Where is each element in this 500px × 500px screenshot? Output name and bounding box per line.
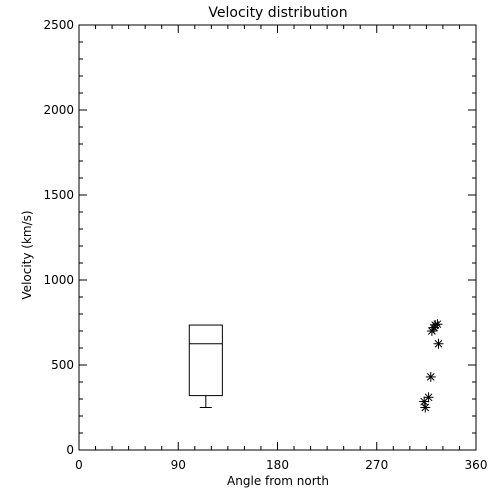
x-tick-label: 0 — [75, 458, 83, 472]
y-tick-label: 1000 — [43, 273, 74, 287]
x-axis-label: Angle from north — [227, 474, 329, 488]
chart-title: Velocity distribution — [208, 5, 347, 21]
data-point-stroke — [421, 403, 430, 412]
x-tick-label: 90 — [171, 458, 186, 472]
y-axis-label: Velocity (km/s) — [20, 210, 34, 299]
data-point — [433, 338, 444, 349]
y-tick-label: 2000 — [43, 103, 74, 117]
x-tick-label: 270 — [365, 458, 388, 472]
plot-frame — [78, 24, 477, 451]
data-point — [432, 319, 443, 330]
data-point-stroke — [426, 373, 435, 381]
data-point — [425, 371, 436, 382]
data-point — [423, 392, 434, 403]
y-tick-label: 1500 — [43, 188, 74, 202]
box-iqr — [188, 324, 223, 397]
y-tick-label: 500 — [51, 358, 74, 372]
x-tick-label: 360 — [465, 458, 488, 472]
data-point-stroke — [424, 393, 433, 402]
x-tick-label: 180 — [266, 458, 289, 472]
data-point-stroke — [433, 320, 442, 329]
y-tick-label: 0 — [66, 443, 74, 457]
y-tick-label: 2500 — [43, 18, 74, 32]
data-point — [420, 402, 431, 413]
data-point-stroke — [434, 339, 443, 348]
